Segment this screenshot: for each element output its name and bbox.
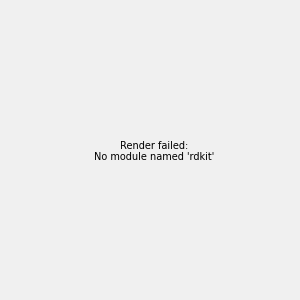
Text: Render failed:
No module named 'rdkit': Render failed: No module named 'rdkit' xyxy=(94,141,214,162)
